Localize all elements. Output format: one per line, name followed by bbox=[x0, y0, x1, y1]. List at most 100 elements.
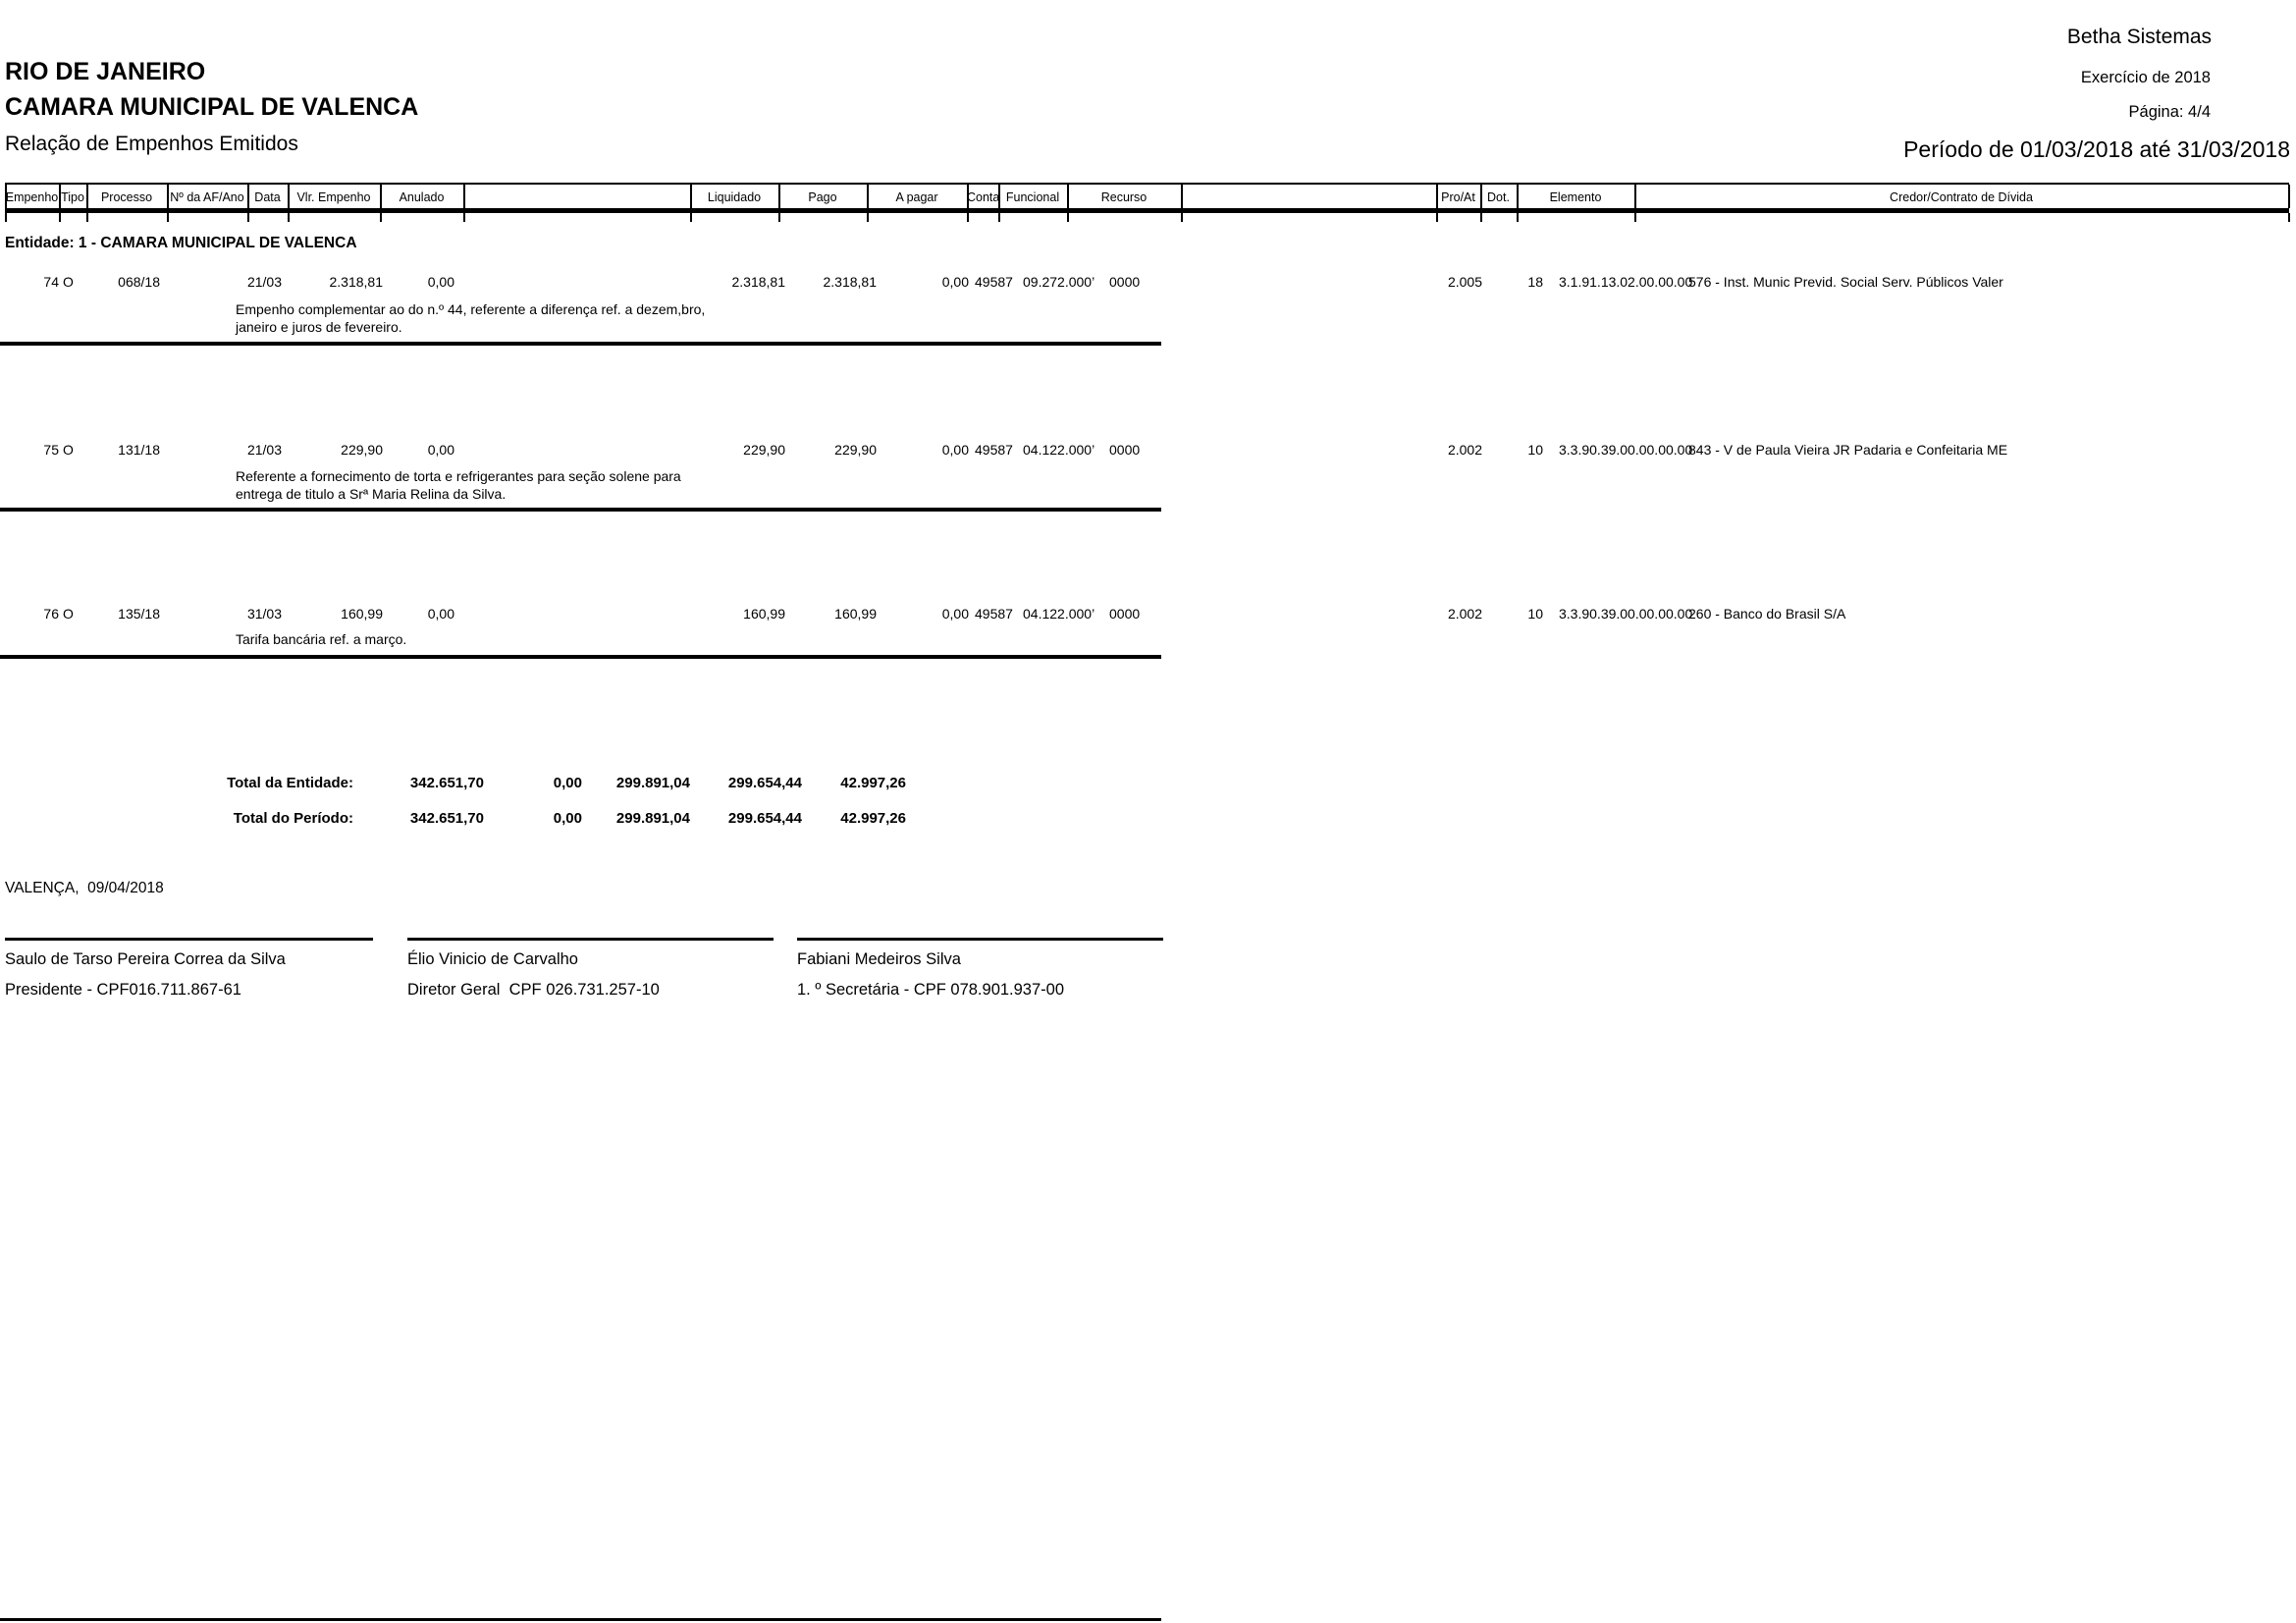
signature-line bbox=[5, 938, 373, 941]
cell-credor: 843 - V de Paula Vieira JR Padaria e Con… bbox=[1688, 442, 2008, 458]
column-separator bbox=[967, 185, 969, 208]
column-header-recurso: Recurso bbox=[1100, 190, 1148, 204]
column-tick bbox=[1067, 213, 1069, 222]
totals-entity-label: Total da Entidade: bbox=[227, 775, 353, 791]
column-header-funcional: Funcional bbox=[1005, 190, 1060, 204]
column-header-credor: Credor/Contrato de Dívida bbox=[1890, 190, 2033, 204]
column-separator bbox=[1634, 185, 1636, 208]
signature-role: Presidente - CPF016.711.867-61 bbox=[5, 981, 241, 999]
city-date: VALENÇA, 09/04/2018 bbox=[5, 880, 164, 896]
cell-pago: 160,99 bbox=[834, 606, 877, 622]
column-separator bbox=[1181, 185, 1183, 208]
signature-role: 1. º Secretária - CPF 078.901.937-00 bbox=[797, 981, 1065, 999]
cell-pro-at: 2.002 bbox=[1447, 606, 1482, 622]
column-separator bbox=[778, 185, 780, 208]
totals-entity-anulado: 0,00 bbox=[553, 775, 582, 791]
cell-credor: 576 - Inst. Munic Previd. Social Serv. P… bbox=[1688, 274, 2003, 290]
page-number-label: Página: 4/4 bbox=[2128, 103, 2211, 121]
signature-name: Élio Vinicio de Carvalho bbox=[407, 950, 578, 968]
column-tick bbox=[778, 213, 780, 222]
column-header-liquidado: Liquidado bbox=[707, 190, 762, 204]
column-tick bbox=[59, 213, 61, 222]
column-tick bbox=[998, 213, 1000, 222]
column-separator bbox=[1067, 185, 1069, 208]
totals-period-a-pagar: 42.997,26 bbox=[840, 810, 906, 827]
cell-dot: 10 bbox=[1527, 442, 1543, 458]
column-header-tipo: Tipo bbox=[61, 190, 84, 204]
column-header-elemento: Elemento bbox=[1549, 190, 1602, 204]
totals-period-liquidado: 299.891,04 bbox=[615, 810, 690, 827]
table-row: 76 O 135/18 31/03 160,99 0,00 160,99 160… bbox=[0, 605, 2296, 624]
cell-pago: 229,90 bbox=[834, 442, 877, 458]
column-tick bbox=[967, 213, 969, 222]
column-separator bbox=[690, 185, 692, 208]
column-header-anulado: Anulado bbox=[399, 190, 445, 204]
column-separator bbox=[59, 185, 61, 208]
cell-elemento: 3.3.90.39.00.00.00.00 bbox=[1559, 442, 1693, 458]
column-header-data: Data bbox=[254, 190, 281, 204]
column-separator bbox=[167, 185, 169, 208]
cell-recurso: 0000 bbox=[1109, 274, 1141, 290]
cell-a-pagar: 0,00 bbox=[941, 442, 969, 458]
row-description: Tarifa bancária ref. a março. bbox=[236, 631, 407, 647]
cell-empenho: 76 bbox=[43, 606, 59, 622]
column-header-dot: Dot. bbox=[1487, 190, 1510, 204]
report-title: Relação de Empenhos Emitidos bbox=[5, 133, 298, 155]
cell-data: 21/03 bbox=[246, 274, 282, 290]
row-divider bbox=[0, 655, 1161, 659]
column-tick bbox=[1181, 213, 1183, 222]
column-header-empenho: Empenho bbox=[5, 190, 59, 204]
cell-pro-at: 2.005 bbox=[1447, 274, 1482, 290]
totals-period-anulado: 0,00 bbox=[553, 810, 582, 827]
column-tick bbox=[167, 213, 169, 222]
table-header-bottom-line bbox=[5, 208, 2289, 213]
cell-conta: 49587 bbox=[975, 274, 1013, 290]
cell-processo: 131/18 bbox=[118, 442, 160, 458]
column-tick bbox=[247, 213, 249, 222]
column-separator bbox=[867, 185, 869, 208]
column-header-pro-at: Pro/At bbox=[1441, 190, 1475, 204]
row-description: Empenho complementar ao do n.º 44, refer… bbox=[236, 301, 706, 335]
column-tick bbox=[288, 213, 290, 222]
cell-processo: 135/18 bbox=[118, 606, 160, 622]
column-separator bbox=[1480, 185, 1482, 208]
table-header-top-line bbox=[5, 183, 2289, 185]
state-title: RIO DE JANEIRO bbox=[5, 58, 206, 85]
vendor-label: Betha Sistemas bbox=[2066, 26, 2212, 48]
cell-tipo: O bbox=[63, 606, 74, 622]
cell-a-pagar: 0,00 bbox=[941, 606, 969, 622]
cell-vlr: 2.318,81 bbox=[329, 274, 384, 290]
column-header-a-pagar: A pagar bbox=[895, 190, 938, 204]
column-header-af-ano: Nº da AF/Ano bbox=[170, 190, 244, 204]
column-tick bbox=[1480, 213, 1482, 222]
column-tick bbox=[86, 213, 88, 222]
signature-role: Diretor Geral CPF 026.731.257-10 bbox=[407, 981, 660, 999]
cell-funcional: 04.122.000’ bbox=[1023, 442, 1095, 458]
cell-elemento: 3.3.90.39.00.00.00.00 bbox=[1559, 606, 1693, 622]
column-separator bbox=[1517, 185, 1519, 208]
row-description: Referente a fornecimento de torta e refr… bbox=[236, 468, 681, 502]
column-header-processo: Processo bbox=[100, 190, 153, 204]
totals-period-vlr: 342.651,70 bbox=[409, 810, 484, 827]
cell-tipo: O bbox=[63, 274, 74, 290]
period-label: Período de 01/03/2018 até 31/03/2018 bbox=[1903, 136, 2290, 162]
column-tick bbox=[5, 213, 7, 222]
cell-recurso: 0000 bbox=[1109, 606, 1141, 622]
cell-recurso: 0000 bbox=[1109, 442, 1141, 458]
cell-liquidado: 2.318,81 bbox=[731, 274, 786, 290]
cell-pago: 2.318,81 bbox=[823, 274, 878, 290]
signature-name: Fabiani Medeiros Silva bbox=[797, 950, 961, 968]
cell-elemento: 3.1.91.13.02.00.00.00 bbox=[1559, 274, 1693, 290]
page-bottom-line bbox=[0, 1618, 1161, 1621]
column-separator bbox=[2288, 185, 2290, 208]
entity-title: CAMARA MUNICIPAL DE VALENCA bbox=[5, 93, 419, 121]
row-divider bbox=[0, 508, 1161, 512]
totals-entity-vlr: 342.651,70 bbox=[409, 775, 484, 791]
table-row: 74 O 068/18 21/03 2.318,81 0,00 2.318,81… bbox=[0, 273, 2296, 293]
column-separator bbox=[1436, 185, 1438, 208]
cell-liquidado: 160,99 bbox=[743, 606, 785, 622]
row-divider bbox=[0, 342, 1161, 346]
totals-entity-liquidado: 299.891,04 bbox=[615, 775, 690, 791]
column-header-pago: Pago bbox=[808, 190, 837, 204]
